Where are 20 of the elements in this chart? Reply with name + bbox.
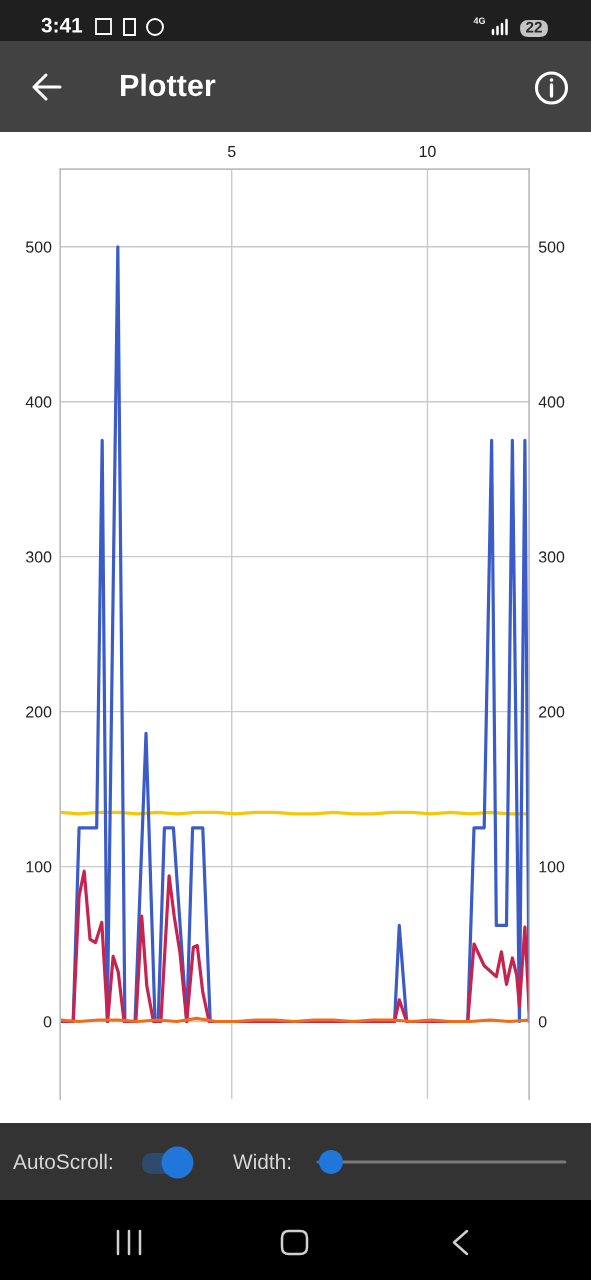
- y2-tick-label: 400: [538, 396, 565, 408]
- y-tick-label: 500: [25, 241, 52, 253]
- y-tick-label: 0: [43, 1016, 52, 1028]
- text: 3:41: [41, 17, 83, 33]
- y2-tick-label: 500: [538, 241, 565, 253]
- y2-tick-label: 0: [538, 1016, 547, 1028]
- x-tick-label: 10: [419, 145, 436, 158]
- y-tick-label: 300: [25, 551, 52, 563]
- chart-title: Plotter: [121, 73, 216, 97]
- text: 22: [526, 21, 542, 33]
- text: AutoScroll:: [13, 1153, 112, 1170]
- x-tick-label: 5: [227, 145, 236, 158]
- y-tick-label: 400: [25, 396, 52, 408]
- y2-tick-label: 300: [538, 551, 565, 563]
- y-tick-label: 200: [26, 706, 52, 718]
- y2-tick-label: 200: [539, 706, 565, 718]
- text: 4G: [473, 17, 485, 24]
- text: Width:: [233, 1153, 291, 1170]
- y2-tick-label: 100: [539, 861, 565, 873]
- y-tick-label: 100: [26, 861, 52, 873]
